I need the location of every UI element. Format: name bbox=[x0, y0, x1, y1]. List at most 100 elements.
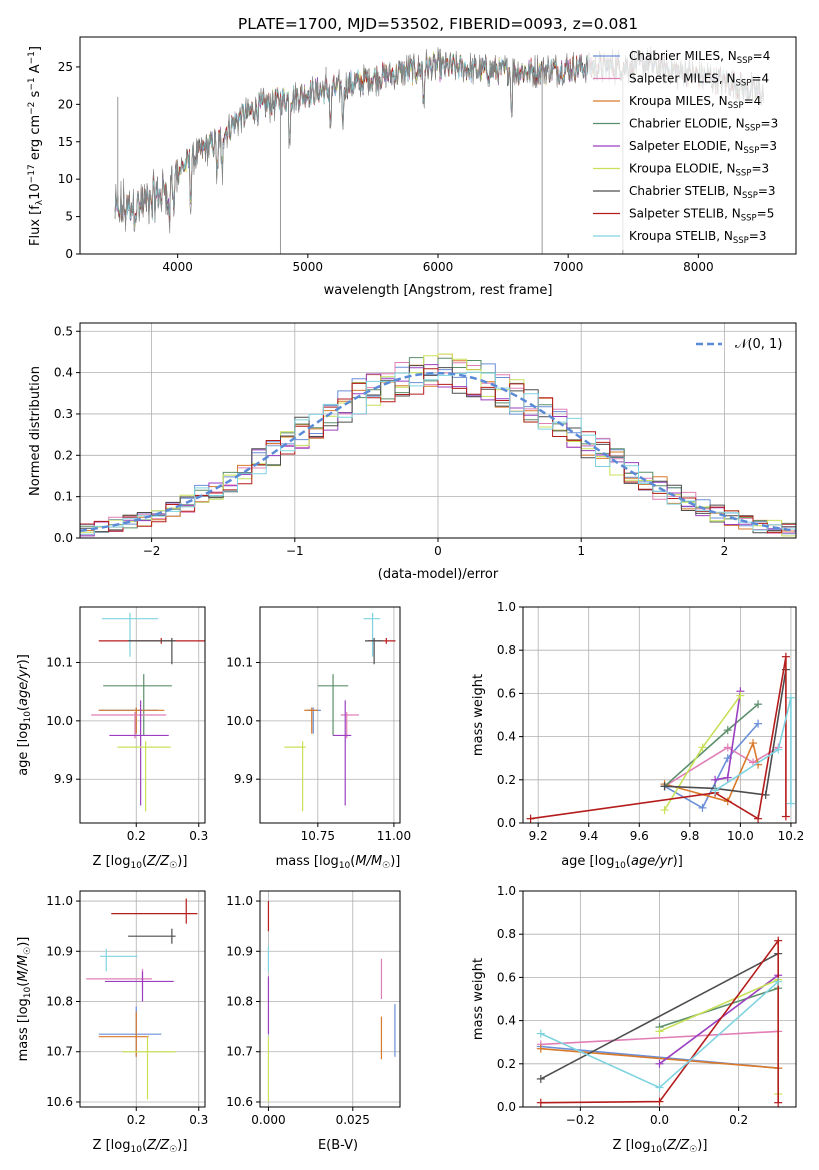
spectrum-ytick-label: 25 bbox=[58, 60, 73, 74]
ytick-label: 9.9 bbox=[54, 772, 73, 786]
figure-title: PLATE=1700, MJD=53502, FIBERID=0093, z=0… bbox=[238, 15, 638, 33]
errorbar-point bbox=[109, 700, 169, 806]
ytick-label: 0.6 bbox=[497, 970, 516, 984]
ytick-label: 10.7 bbox=[226, 1045, 253, 1059]
ytick-label: 0.6 bbox=[497, 686, 516, 700]
ytick-label: 9.9 bbox=[234, 772, 253, 786]
ytick-label: 0.8 bbox=[497, 927, 516, 941]
spectrum-ytick-label: 5 bbox=[65, 210, 73, 224]
ytick-label: 0.0 bbox=[497, 816, 516, 830]
residual-histogram-panel: −2 −1 0 1 2 0.0 0.1 0.2 0.3 0.4 0.5 𝒩(0, 1) (data-… bbox=[28, 322, 797, 582]
xtick-label: 10.2 bbox=[778, 829, 805, 843]
ytick-label: 0.0 bbox=[497, 1100, 516, 1114]
weight-series bbox=[536, 936, 783, 1107]
spectrum-xtick-label: 4000 bbox=[162, 260, 193, 274]
residual-ytick-label: 0.2 bbox=[54, 448, 73, 462]
errorbar-point bbox=[117, 741, 171, 812]
weight-series bbox=[536, 977, 783, 1092]
ytick-label: 0.4 bbox=[497, 730, 516, 744]
weight-line bbox=[714, 691, 742, 781]
Z-age-xlabel: Z [log10(Z/Z☉)] bbox=[93, 854, 188, 871]
ytick-label: 10.6 bbox=[226, 1095, 253, 1109]
errorbar-point bbox=[363, 612, 381, 657]
Z-weight-xlabel: Z [log10(Z/Z☉)] bbox=[613, 1138, 708, 1155]
age-weight-ylabel: mass weight bbox=[471, 674, 486, 756]
errorbar-point bbox=[98, 707, 165, 734]
legend-label: Chabrier MILES, NSSP=4 bbox=[629, 49, 770, 66]
xtick-label: 9.4 bbox=[579, 829, 598, 843]
xtick-label: 0.2 bbox=[127, 829, 146, 843]
errorbar-point bbox=[105, 971, 174, 1002]
Z-weight-panel: −0.2 0.0 0.2 0.0 0.2 0.4 0.6 0.8 1.0 bbox=[497, 884, 797, 1127]
residual-xlabel: (data-model)/error bbox=[378, 567, 499, 582]
ytick-label: 10.0 bbox=[226, 714, 253, 728]
residual-xtick-label: 0 bbox=[434, 544, 442, 558]
xtick-label: 0.3 bbox=[189, 829, 208, 843]
errorbar-point bbox=[122, 1036, 176, 1100]
weight-series bbox=[711, 693, 795, 808]
ytick-label: 10.9 bbox=[46, 944, 73, 958]
normal-curve bbox=[79, 371, 797, 533]
errorbar-point bbox=[128, 637, 176, 665]
ytick-label: 0.4 bbox=[497, 1014, 516, 1028]
Z-mass-panel: 0.2 0.3 10.6 10.7 10.8 10.9 11.0 bbox=[46, 890, 208, 1127]
ytick-label: 11.0 bbox=[46, 894, 73, 908]
mass-age-xlabel: mass [log10(M/M☉)] bbox=[276, 854, 401, 871]
ytick-label: 10.1 bbox=[46, 655, 73, 669]
xtick-label: 9.6 bbox=[630, 829, 649, 843]
errorbar-point bbox=[100, 948, 138, 972]
xtick-label: 0.000 bbox=[251, 1113, 285, 1127]
xtick-label: 11.00 bbox=[377, 829, 411, 843]
spectrum-ytick-label: 0 bbox=[65, 247, 73, 261]
legend-label: Salpeter MILES, NSSP=4 bbox=[629, 72, 769, 89]
weight-series bbox=[660, 691, 745, 815]
age-weight-frame bbox=[522, 606, 797, 824]
residual-xtick-label: 2 bbox=[721, 544, 729, 558]
errorbar-point bbox=[103, 674, 172, 736]
errorbar-point bbox=[365, 637, 384, 665]
xtick-label: 0.025 bbox=[336, 1113, 370, 1127]
weight-line bbox=[659, 974, 779, 1065]
residual-xtick-label: 1 bbox=[577, 544, 585, 558]
Z-weight-ylabel: mass weight bbox=[471, 958, 486, 1040]
ytick-label: 1.0 bbox=[497, 884, 516, 898]
legend-label: Kroupa MILES, NSSP=4 bbox=[629, 94, 761, 111]
legend-label: Kroupa ELODIE, NSSP=3 bbox=[629, 162, 769, 179]
spectrum-xtick-label: 6000 bbox=[423, 260, 454, 274]
errorbar-point bbox=[101, 612, 159, 657]
spectrum-ylabel: Flux [fλ10−17 erg cm−2 s−1 A−1] bbox=[27, 46, 45, 246]
weight-series bbox=[711, 687, 745, 784]
residual-xtick-label: −2 bbox=[143, 544, 161, 558]
weight-series bbox=[660, 700, 763, 791]
xtick-label: 0.2 bbox=[729, 1113, 748, 1127]
errorbar-point bbox=[111, 898, 198, 924]
ebv-mass-panel: 0.000 0.025 10.6 10.7 10.8 10.9 11.0 bbox=[226, 890, 401, 1127]
legend-label: Chabrier STELIB, NSSP=3 bbox=[629, 184, 776, 201]
mass-age-panel: 10.75 11.00 9.9 10.0 10.1 bbox=[226, 606, 411, 843]
age-weight-xlabel: age [log10(age/yr)] bbox=[561, 854, 683, 871]
weight-line bbox=[659, 987, 779, 1028]
weight-line bbox=[540, 952, 779, 1080]
ytick-label: 10.7 bbox=[46, 1045, 73, 1059]
Z-mass-xlabel: Z [log10(Z/Z☉)] bbox=[93, 1138, 188, 1155]
weight-series bbox=[660, 739, 763, 806]
weight-line bbox=[530, 656, 787, 820]
spectrum-ytick-label: 15 bbox=[58, 135, 73, 149]
legend-label: Salpeter ELODIE, NSSP=3 bbox=[629, 139, 777, 156]
ytick-label: 10.8 bbox=[226, 995, 253, 1009]
ebv-mass-frame bbox=[259, 890, 401, 1108]
errorbar-point bbox=[340, 712, 359, 739]
xtick-label: 0.0 bbox=[650, 1113, 669, 1127]
legend-normal-label: 𝒩(0, 1) bbox=[735, 337, 782, 352]
weight-line bbox=[714, 697, 792, 804]
ytick-label: 0.8 bbox=[497, 643, 516, 657]
spectrum-xtick-label: 5000 bbox=[293, 260, 324, 274]
spectrum-ytick-label: 10 bbox=[58, 172, 73, 186]
weight-line bbox=[664, 746, 779, 787]
residual-ytick-label: 0.0 bbox=[54, 531, 73, 545]
ytick-label: 10.8 bbox=[46, 995, 73, 1009]
weight-series bbox=[526, 652, 790, 823]
ytick-label: 0.2 bbox=[497, 773, 516, 787]
Z-mass-ylabel: mass [log10(M/M☉)] bbox=[16, 937, 33, 1062]
